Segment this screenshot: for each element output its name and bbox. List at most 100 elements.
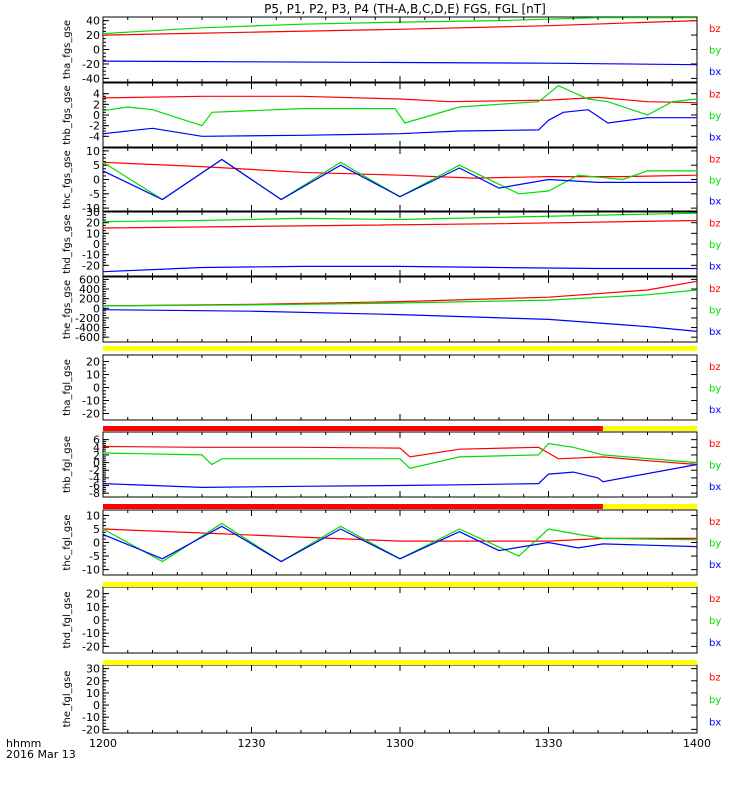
y-tick-label: 4	[93, 88, 100, 101]
legend: bz by bx	[709, 24, 721, 78]
series-line-bx	[102, 265, 697, 273]
series-line-bx	[102, 158, 697, 201]
series-line-bx	[102, 109, 697, 137]
panel-frame	[102, 16, 698, 83]
panel-label: thb_fgl_gse	[62, 436, 73, 493]
series-line-bz	[102, 280, 698, 307]
status-segment	[103, 582, 697, 587]
series-line-by	[102, 442, 698, 469]
y-tick-label: 2	[93, 449, 100, 462]
status-bar	[103, 504, 697, 509]
x-tick-label: 1330	[535, 737, 563, 750]
legend: bz by bx	[709, 594, 721, 649]
y-tick-label: -20	[82, 640, 100, 653]
legend-entry-by: by	[709, 111, 721, 122]
legend-entry-bx: bx	[709, 482, 721, 493]
y-tick-label: 20	[86, 588, 100, 601]
series-line-bx	[102, 525, 698, 563]
y-tick-label: -20	[82, 408, 100, 421]
series-line-by	[102, 522, 698, 563]
y-tick-label: 0	[93, 238, 100, 251]
panel-frame	[102, 276, 698, 343]
legend-entry-bx: bx	[709, 718, 721, 729]
panel-label: thb_fgs_gse	[62, 85, 73, 144]
y-tick-label: 2	[93, 98, 100, 111]
y-tick-label: -5	[89, 550, 100, 563]
legend-entry-by: by	[709, 539, 721, 550]
y-tick-label: 20	[86, 675, 100, 688]
series-line-by	[102, 85, 698, 127]
y-tick-label: 600	[79, 273, 100, 286]
legend-entry-by: by	[709, 616, 721, 627]
panel-frame	[102, 354, 698, 421]
status-segment	[602, 504, 697, 509]
legend-entry-bz: bz	[709, 594, 721, 605]
y-tick-label: 0	[93, 44, 100, 57]
legend-entry-bx: bx	[709, 560, 721, 571]
y-tick-label: 200	[79, 293, 100, 306]
panel-label: tha_fgs_gse	[62, 20, 73, 79]
y-tick-label: -10	[82, 711, 100, 724]
y-tick-label: -20	[82, 58, 100, 71]
y-tick-label: 10	[86, 227, 100, 240]
y-tick-label: -40	[82, 72, 100, 85]
series-line-bz	[102, 445, 698, 466]
y-tick-label: 0	[93, 382, 100, 395]
x-axis: 1200 1230 1300 1330 1400	[89, 737, 711, 750]
y-tick-label: -10	[82, 627, 100, 640]
x-tick-label: 1400	[683, 737, 711, 750]
y-tick-label: 0	[93, 699, 100, 712]
y-tick-label: 5	[93, 159, 100, 172]
y-tick-label: 0	[93, 614, 100, 627]
legend-entry-bx: bx	[709, 197, 721, 208]
y-tick-label: -2	[89, 120, 100, 133]
y-tick-label: 10	[86, 687, 100, 700]
panel-label: tha_fgl_gse	[62, 359, 73, 416]
legend-entry-by: by	[709, 695, 721, 706]
legend: bz by bx	[709, 517, 721, 571]
legend-entry-by: by	[709, 46, 721, 57]
y-tick-label: -20	[82, 723, 100, 736]
status-segment	[103, 660, 697, 665]
series-line-bz	[102, 528, 697, 542]
series-line-bz	[102, 161, 698, 179]
y-tick-label: 20	[86, 356, 100, 369]
y-tick-label: 10	[86, 601, 100, 614]
series-line-bz	[102, 219, 698, 229]
legend-entry-bz: bz	[709, 672, 721, 683]
y-tick-label: -10	[82, 249, 100, 262]
y-tick-label: 30	[86, 663, 100, 676]
y-tick-label: 0	[93, 174, 100, 187]
y-tick-label: -600	[75, 331, 100, 344]
legend-entry-by: by	[709, 306, 721, 317]
y-tick-label: -400	[75, 322, 100, 335]
y-tick-label: 20	[86, 217, 100, 230]
legend: bz by bx	[709, 439, 721, 493]
status-bar	[103, 582, 697, 587]
panel-label: the_fgs_gse	[62, 280, 73, 339]
status-segment	[103, 346, 697, 351]
y-tick-label: 10	[86, 145, 100, 158]
y-tick-label: -6	[89, 480, 100, 493]
series-line-bz	[102, 20, 698, 36]
y-tick-label: 5	[93, 523, 100, 536]
series-line-by	[102, 212, 698, 223]
series-line-bx	[102, 60, 698, 66]
y-tick-label: 400	[79, 283, 100, 296]
status-segment	[103, 426, 603, 431]
y-tick-label: -4	[89, 472, 100, 485]
y-tick-label: -2	[89, 464, 100, 477]
legend: bz by bx	[709, 284, 721, 338]
legend-entry-bx: bx	[709, 405, 721, 416]
y-tick-label: 30	[86, 206, 100, 219]
legend-entry-bx: bx	[709, 261, 721, 272]
series-line-by	[102, 289, 698, 307]
y-tick-label: 20	[86, 29, 100, 42]
y-tick-label: -8	[89, 487, 100, 500]
panel-thc_fgs_gse: 105 0-5-10 thc_fgs_gse bz by bx	[62, 145, 721, 215]
